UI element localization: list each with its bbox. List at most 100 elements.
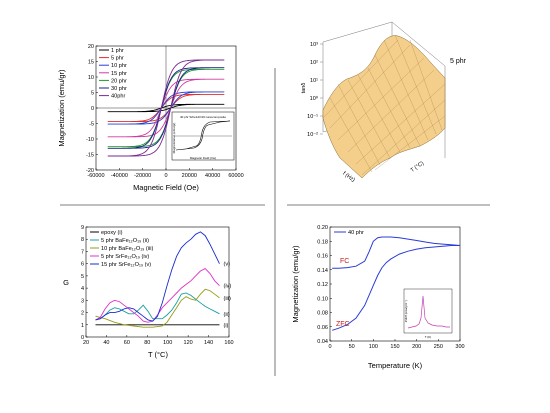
- legend-label-1: 5 phr: [111, 56, 124, 62]
- surface-annotation: 5 phr: [450, 58, 467, 65]
- zfcfc-inset: T (K) dM/dT (emu/gr K⁻¹): [403, 288, 453, 339]
- y-tick-label: 7: [81, 249, 84, 255]
- inset-y-label: Magnetization (emu/gr): [172, 123, 176, 154]
- curve-label-2: (iii): [223, 296, 231, 302]
- z-tick-label: 10¹: [310, 78, 318, 84]
- x-tick-label: -60000: [87, 173, 104, 179]
- zfcfc-inset-curve: [407, 295, 450, 329]
- hysteresis-loop-3: [107, 78, 225, 138]
- legend-label: 40 phr: [348, 230, 364, 236]
- x-tick-label: 160: [224, 340, 233, 346]
- x-tick-label: 0: [164, 173, 167, 179]
- y-tick-label: 10: [88, 75, 94, 81]
- y-tick-label: 5: [81, 274, 84, 280]
- legend-label-0: 1 phr: [111, 48, 124, 54]
- legend-label-2: 10 phr: [111, 63, 127, 69]
- gfactor-plot-frame: [85, 226, 230, 338]
- z-tick-label: 10⁻¹: [307, 114, 318, 120]
- y-tick-label: 0.12: [317, 282, 328, 288]
- y-tick-label: 20: [88, 44, 94, 50]
- y-tick-label: 6: [81, 262, 84, 268]
- curve-label-1: (ii): [223, 312, 229, 318]
- surface-x-axis-label: T (°C): [410, 160, 426, 173]
- y-tick-label: -10: [86, 137, 94, 143]
- curve-label-4: (v): [223, 262, 230, 268]
- legend-label-5: 30 phr: [111, 86, 127, 92]
- gfactor-x-axis-label: T (°C): [148, 350, 168, 359]
- gfactor-y-axis-label: G: [63, 278, 69, 287]
- x-tick-label: 120: [184, 340, 193, 346]
- hysteresis-loop-0: [107, 103, 225, 113]
- z-tick-label: 10⁰: [310, 95, 319, 102]
- x-tick-label: 40000: [205, 173, 220, 179]
- y-tick-label: 3: [81, 298, 84, 304]
- x-tick-label: -20000: [134, 173, 151, 179]
- hysteresis-y-axis-label: Magnetization (emu/gr): [57, 69, 66, 147]
- curve-label-0: (i): [223, 323, 228, 329]
- inset-x-label: Magnetic Field (Oe): [190, 156, 216, 160]
- y-tick-label: 0.16: [317, 254, 328, 260]
- inset-loop-curve: [175, 120, 231, 151]
- hysteresis-loop-6: [107, 59, 225, 157]
- x-tick-label: 140: [204, 340, 213, 346]
- hysteresis-inset: 40 phr SrFe12O19 nanocomposite Magnetic …: [171, 111, 235, 161]
- x-tick-label: 80: [144, 340, 150, 346]
- zfcfc-inset-frame: [403, 288, 453, 334]
- y-tick-label: 0.18: [317, 239, 328, 245]
- x-tick-label: 100: [163, 340, 172, 346]
- y-tick-label: 2: [81, 311, 84, 317]
- legend-label-1: 5 phr BaFe₁₂O₁₉ (ii): [101, 238, 149, 244]
- x-tick-label: 200: [412, 344, 421, 350]
- y-tick-label: -20: [86, 168, 94, 174]
- zfc-curve: [332, 245, 460, 331]
- surface-z-axis-label: tanδ: [301, 83, 307, 94]
- x-tick-label: 20: [83, 340, 89, 346]
- x-tick-label: 60000: [228, 173, 243, 179]
- x-tick-label: 150: [390, 344, 399, 350]
- legend-label-4: 20 phr: [111, 78, 127, 84]
- hysteresis-loop-4: [107, 68, 225, 148]
- y-tick-label: 15: [88, 60, 94, 66]
- hysteresis-loop-5: [107, 67, 225, 149]
- surface-y-axis-label: f (Hz): [341, 171, 356, 184]
- zfcfc-y-axis-label: Magnetization (emu/gr): [291, 245, 300, 323]
- g-curve-3: [95, 268, 220, 323]
- y-tick-label: 0: [91, 106, 94, 112]
- y-tick-label: 0.04: [317, 339, 328, 345]
- x-tick-label: 0: [328, 344, 331, 350]
- hysteresis-loop-2: [107, 91, 225, 125]
- x-tick-label: 50: [349, 344, 355, 350]
- hysteresis-panel: -60000 -40000 -20000 0 20000 40000 60000 -20 -15…: [57, 44, 244, 192]
- hysteresis-loop-1: [107, 93, 225, 123]
- inset-legend: 40 phr SrFe12O19 nanocomposite: [180, 115, 226, 119]
- y-tick-label: -15: [86, 153, 94, 159]
- legend-label-3: 5 phr SrFe₁₂O₁₉ (iv): [101, 254, 149, 260]
- legend-label-6: 40phr: [111, 94, 125, 100]
- x-tick-label: 250: [434, 344, 443, 350]
- y-tick-label: 5: [91, 91, 94, 97]
- y-tick-label: 0.20: [317, 225, 328, 231]
- x-tick-label: 300: [455, 344, 464, 350]
- z-tick-label: 10³: [310, 42, 318, 48]
- fc-curve: [332, 236, 461, 269]
- legend-label-3: 15 phr: [111, 71, 127, 77]
- g-curve-2: [95, 288, 220, 328]
- y-tick-label: 0.08: [317, 311, 328, 317]
- x-tick-label: 60: [124, 340, 130, 346]
- y-tick-label: 1: [81, 323, 84, 329]
- curve-label-3: (iv): [223, 284, 231, 290]
- x-tick-label: -40000: [111, 173, 128, 179]
- gfactor-panel: 20 40 60 80 100 120 140 160 0 1 2 3 4 5 6 7 8 9 epoxy (i)…: [63, 225, 234, 359]
- zfcfc-x-axis-label: Temperature (K): [368, 361, 423, 370]
- y-tick-label: 0.14: [317, 268, 328, 274]
- g-curve-4: [95, 231, 220, 322]
- surface-grid-lines: [322, 34, 446, 176]
- y-tick-label: 0.06: [317, 325, 328, 331]
- surface-mesh: [322, 35, 446, 179]
- zfcfc-inset-x-label: T (K): [425, 335, 432, 339]
- z-tick-label: 10²: [310, 60, 318, 66]
- y-tick-label: 0.10: [317, 296, 328, 302]
- y-tick-label: -5: [89, 122, 94, 128]
- z-tick-label: 10⁻²: [307, 132, 318, 138]
